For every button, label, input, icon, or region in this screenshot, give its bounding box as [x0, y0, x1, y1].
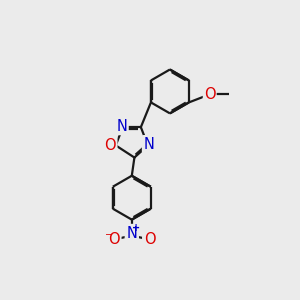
Text: O: O — [108, 232, 120, 247]
Text: −: − — [105, 230, 113, 240]
Text: O: O — [144, 232, 155, 247]
Text: N: N — [126, 226, 137, 241]
Text: N: N — [144, 137, 154, 152]
Text: O: O — [104, 138, 116, 153]
Text: N: N — [116, 118, 127, 134]
Text: +: + — [132, 224, 140, 233]
Text: O: O — [204, 87, 215, 102]
